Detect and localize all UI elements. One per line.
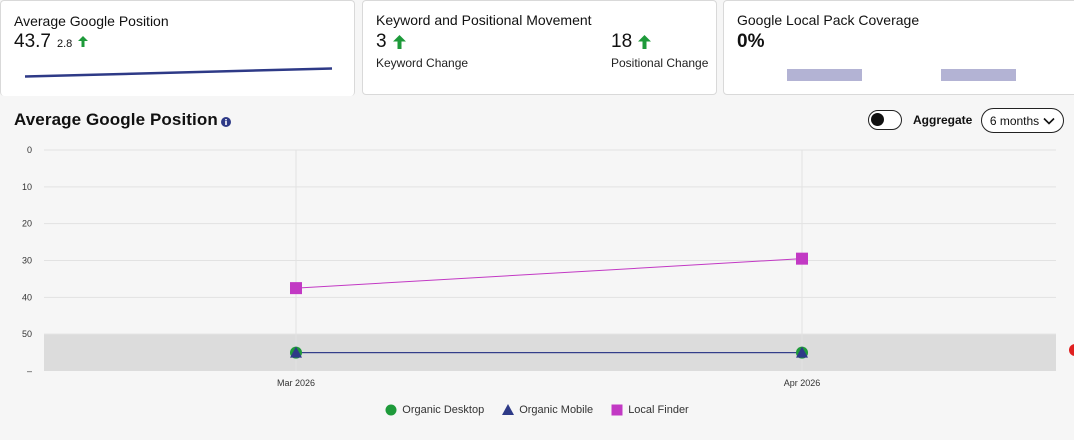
movement-title: Keyword and Positional Movement [376, 12, 592, 28]
positional-change-label: Positional Change [611, 56, 709, 70]
aggregate-label: Aggregate [913, 113, 973, 127]
section-header: Average Google Position [14, 110, 231, 130]
avg-position-title: Average Google Position [14, 13, 169, 29]
keyword-change-value: 3 [376, 31, 387, 52]
keyword-change-label: Keyword Change [376, 56, 469, 70]
up-arrow-icon [392, 35, 406, 49]
local-pack-card[interactable]: Google Local Pack Coverage 0% [723, 0, 1074, 95]
legend-label: Local Finder [628, 404, 689, 416]
y-tick-label: 20 [22, 219, 32, 229]
up-arrow-icon [78, 36, 89, 47]
info-icon[interactable] [220, 117, 231, 127]
legend-label: Organic Desktop [402, 404, 485, 416]
y-tick-label: 40 [22, 292, 32, 302]
legend-label: Organic Mobile [519, 404, 594, 416]
avg-position-card[interactable]: Average Google Position 43.7 2.8 [0, 0, 355, 96]
y-tick-label: 50 [22, 329, 32, 339]
x-tick-label: Mar 2026 [277, 378, 315, 388]
avg-position-delta: 2.8 [56, 38, 73, 50]
legend-item-local-finder[interactable]: Local Finder [611, 404, 689, 416]
range-select[interactable]: 6 months [981, 108, 1064, 133]
position-sparkline [24, 67, 333, 78]
chevron-down-icon [1043, 117, 1055, 125]
legend-item-desktop[interactable]: Organic Desktop [385, 404, 484, 416]
y-tick-label: 10 [22, 182, 32, 192]
y-tick-label: 30 [22, 256, 32, 266]
data-point [290, 282, 302, 295]
local-pack-value: 0% [737, 31, 765, 52]
square-marker-icon [611, 404, 623, 416]
toggle-knob [871, 113, 884, 126]
positional-change-value: 18 [611, 31, 633, 52]
coverage-bar [787, 69, 862, 81]
coverage-bar [941, 69, 1016, 81]
local-pack-title: Google Local Pack Coverage [737, 12, 920, 28]
range-select-value: 6 months [989, 113, 1040, 128]
triangle-marker-icon [502, 404, 515, 415]
movement-card[interactable]: Keyword and Positional Movement 3 Keywor… [362, 0, 717, 95]
position-chart: 0 10 20 30 40 50 – Mar 2026 Apr 2026 [22, 145, 1056, 388]
offscreen-indicator [1069, 344, 1074, 356]
y-tick-label: 0 [27, 145, 32, 155]
data-point [796, 346, 808, 358]
data-point [290, 346, 302, 358]
data-point [796, 252, 808, 265]
legend-item-mobile[interactable]: Organic Mobile [502, 404, 593, 416]
section-title: Average Google Position [14, 110, 218, 129]
x-tick-label: Apr 2026 [784, 378, 821, 388]
chart-legend: Organic Desktop Organic Mobile Local Fin… [0, 404, 1074, 416]
avg-position-value: 43.7 [14, 31, 51, 52]
y-tick-label: – [27, 366, 32, 376]
aggregate-toggle[interactable] [868, 110, 902, 130]
series-line [295, 258, 803, 289]
circle-marker-icon [385, 404, 397, 416]
up-arrow-icon [638, 35, 652, 49]
